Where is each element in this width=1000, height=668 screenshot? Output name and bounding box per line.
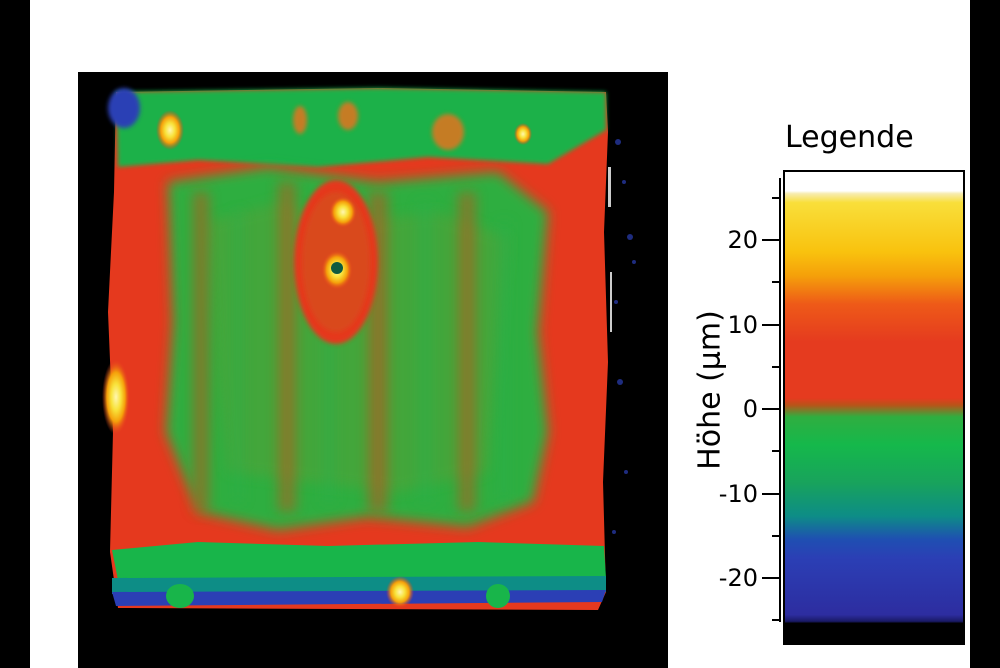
tick-mark <box>762 323 781 326</box>
tick-mark <box>762 239 781 241</box>
axis-line <box>779 178 781 622</box>
tick-label: 0 <box>742 395 758 423</box>
tick-mark <box>762 408 781 410</box>
minor-tick-mark <box>772 196 781 199</box>
minor-tick-mark <box>772 365 781 368</box>
legend-title: Legende <box>785 120 914 155</box>
minor-tick-mark <box>772 534 781 537</box>
minor-tick-mark <box>772 450 781 453</box>
minor-tick-mark <box>772 619 781 622</box>
colorbar <box>783 170 965 645</box>
tick-mark <box>762 577 781 579</box>
tick-mark <box>762 492 781 495</box>
tick-label: -20 <box>718 564 758 592</box>
minor-tick-mark <box>772 281 781 284</box>
tick-label: 20 <box>727 226 758 254</box>
tick-label: 10 <box>727 310 758 339</box>
axis-title: Höhe (µm) <box>692 310 728 470</box>
tick-label: -10 <box>718 479 758 508</box>
height-map-image <box>78 72 668 668</box>
